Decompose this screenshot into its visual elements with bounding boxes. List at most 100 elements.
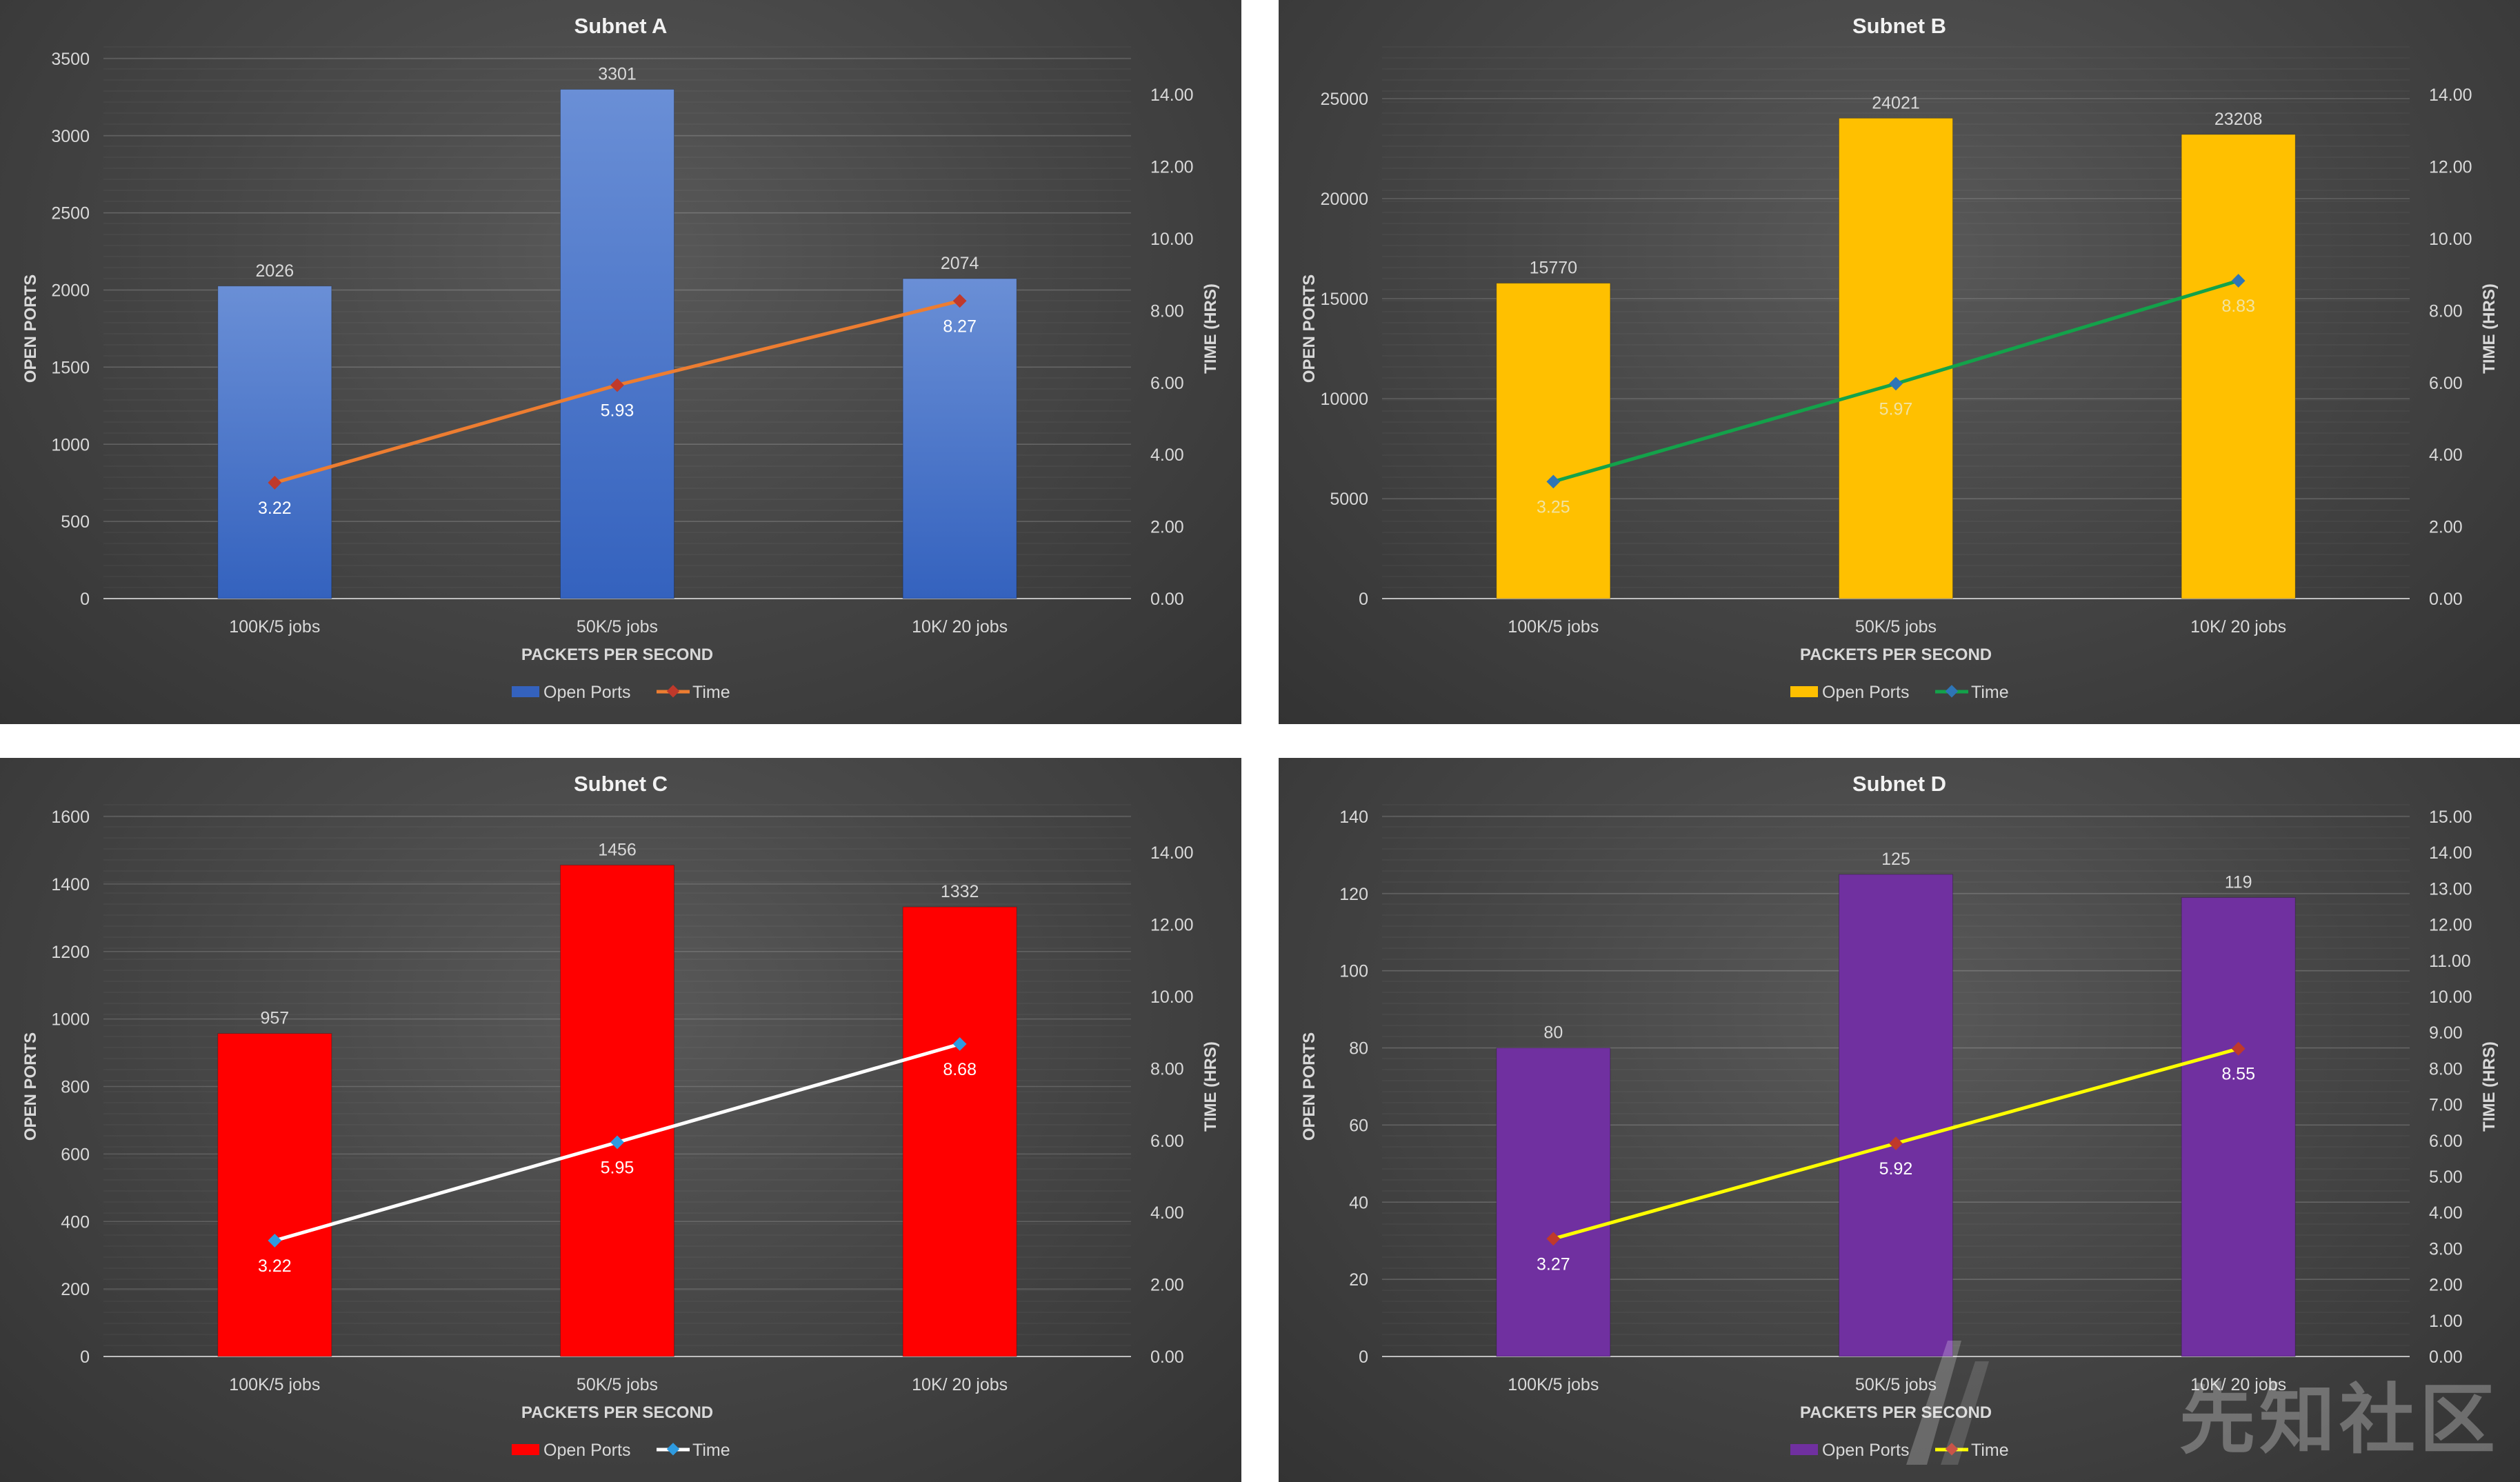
chart-svg: Subnet D 0 20 40 60 80 100 120 140 0.00 1.00 2.00 3.… [1300,772,2499,1460]
x-tick-label: 100K/5 jobs [229,1375,320,1394]
time-data-label: 3.22 [258,1256,292,1276]
legend-label-time: Time [692,1441,730,1460]
y2-tick-label: 10.00 [2429,230,2472,249]
legend-marker-time [1945,1443,1959,1456]
legend-swatch-open-ports [512,686,539,697]
y-tick-label: 20000 [1320,190,1368,209]
time-marker-100k-5-jobs [268,1234,282,1248]
y-tick-label: 20 [1349,1270,1368,1290]
y-tick-label: 25000 [1320,90,1368,109]
y-tick-label: 15000 [1320,290,1368,309]
y2-tick-label: 4.00 [1150,1203,1184,1223]
time-marker-10k-20-jobs [952,294,967,308]
y-tick-label: 1000 [51,1010,90,1030]
chart-panel-subnet-c: Subnet C 0 200 400 600 800 1000 1200 1400 1600 0.0… [0,758,1241,1482]
y-tick-label: 40 [1349,1193,1368,1212]
y2-tick-label: 12.00 [2429,916,2472,935]
y-tick-label: 1400 [51,875,90,894]
x-tick-label: 10K/ 20 jobs [2190,617,2286,637]
y2-tick-label: 6.00 [1150,1132,1184,1151]
y2-tick-label: 4.00 [2429,445,2463,465]
x-tick-label: 100K/5 jobs [229,617,320,637]
bar-open-ports-50k-5-jobs [560,864,674,1357]
y2-tick-label: 10.00 [2429,988,2472,1007]
y-tick-label: 80 [1349,1039,1368,1059]
bar-data-label: 23208 [2214,110,2263,129]
legend-marker-time [666,685,680,698]
y-tick-label: 800 [61,1078,90,1097]
x-axis-title: PACKETS PER SECOND [1800,645,1992,664]
bar-open-ports-100k-5-jobs [1496,283,1611,599]
y2-axis-title: TIME (HRS) [2480,283,2499,374]
time-marker-50k-5-jobs [1889,377,1903,391]
y2-tick-label: 1.00 [2429,1312,2463,1331]
legend-label-time: Time [1971,683,2009,702]
legend-swatch-open-ports [1790,686,1818,697]
y2-tick-label: 12.00 [2429,158,2472,177]
bar-open-ports-50k-5-jobs [1839,874,1953,1357]
time-data-label: 5.95 [601,1158,634,1177]
bar-data-label: 957 [260,1009,289,1028]
x-axis-title: PACKETS PER SECOND [521,1403,713,1422]
x-tick-label: 50K/5 jobs [577,1375,658,1394]
chart-panel-subnet-b: Subnet B 0 5000 10000 15000 20000 25000 0.00 2.0… [1279,0,2520,724]
y-axis-title: OPEN PORTS [21,1032,40,1141]
chart-panel-subnet-d: Subnet D 0 20 40 60 80 100 120 140 0.00 1.00 2.00 3.… [1279,758,2520,1482]
bar-data-label: 80 [1543,1023,1563,1043]
y2-tick-label: 8.00 [1150,1059,1184,1079]
time-data-label: 3.27 [1537,1254,1570,1274]
y-tick-label: 0 [1359,590,1368,609]
legend-label-open-ports: Open Ports [543,1441,630,1460]
y2-tick-label: 12.00 [1150,158,1194,177]
y-tick-label: 0 [1359,1348,1368,1367]
legend: Open Ports Time [1790,683,2009,702]
y2-axis-title: TIME (HRS) [1201,283,1220,374]
bar-open-ports-10k-20-jobs [2181,897,2296,1357]
bar-data-label: 24021 [1872,93,1920,112]
bar-open-ports-50k-5-jobs [1839,117,1953,599]
y2-tick-label: 2.00 [2429,518,2463,537]
legend-marker-time [1945,685,1959,698]
y-tick-label: 1200 [51,943,90,962]
bar-data-label: 15770 [1530,259,1578,278]
y2-tick-label: 4.00 [1150,445,1184,465]
bar-open-ports-100k-5-jobs [217,1033,332,1357]
bar-open-ports-10k-20-jobs [902,278,1017,599]
time-marker-50k-5-jobs [610,1135,624,1150]
y2-axis-title: TIME (HRS) [1201,1041,1220,1132]
y2-tick-label: 7.00 [2429,1096,2463,1115]
bar-data-label: 125 [1881,850,1910,869]
chart-title: Subnet C [574,772,668,796]
time-marker-10k-20-jobs [952,1037,967,1051]
y-tick-label: 0 [80,1348,90,1367]
legend-label-time: Time [1971,1441,2009,1460]
y2-tick-label: 0.00 [2429,590,2463,609]
y2-tick-label: 3.00 [2429,1239,2463,1259]
y-tick-label: 500 [61,512,90,532]
legend-label-open-ports: Open Ports [1822,683,1909,702]
legend-label-open-ports: Open Ports [1822,1441,1909,1460]
y2-tick-label: 8.00 [1150,301,1184,321]
time-data-label: 8.55 [2221,1065,2255,1084]
y2-tick-label: 12.00 [1150,916,1194,935]
x-tick-label: 100K/5 jobs [1508,617,1599,637]
y2-tick-label: 13.00 [2429,879,2472,899]
x-tick-label: 50K/5 jobs [577,617,658,637]
y-tick-label: 1600 [51,808,90,827]
time-marker-50k-5-jobs [610,378,624,392]
y2-tick-label: 4.00 [2429,1203,2463,1223]
y-tick-label: 200 [61,1280,90,1299]
time-data-label: 8.83 [2221,297,2255,316]
time-marker-100k-5-jobs [268,476,282,490]
chart-title: Subnet D [1852,772,1946,796]
y2-tick-label: 2.00 [2429,1276,2463,1295]
y-tick-label: 100 [1339,962,1368,981]
chart-svg: Subnet C 0 200 400 600 800 1000 1200 1400 1600 0.0… [21,772,1220,1460]
time-marker-50k-5-jobs [1889,1136,1903,1150]
chart-title: Subnet B [1852,14,1946,38]
y-axis-title: OPEN PORTS [1300,1032,1319,1141]
y2-tick-label: 6.00 [2429,374,2463,393]
y-tick-label: 5000 [1330,490,1368,509]
legend-swatch-open-ports [512,1444,539,1455]
bar-open-ports-100k-5-jobs [1496,1048,1611,1357]
